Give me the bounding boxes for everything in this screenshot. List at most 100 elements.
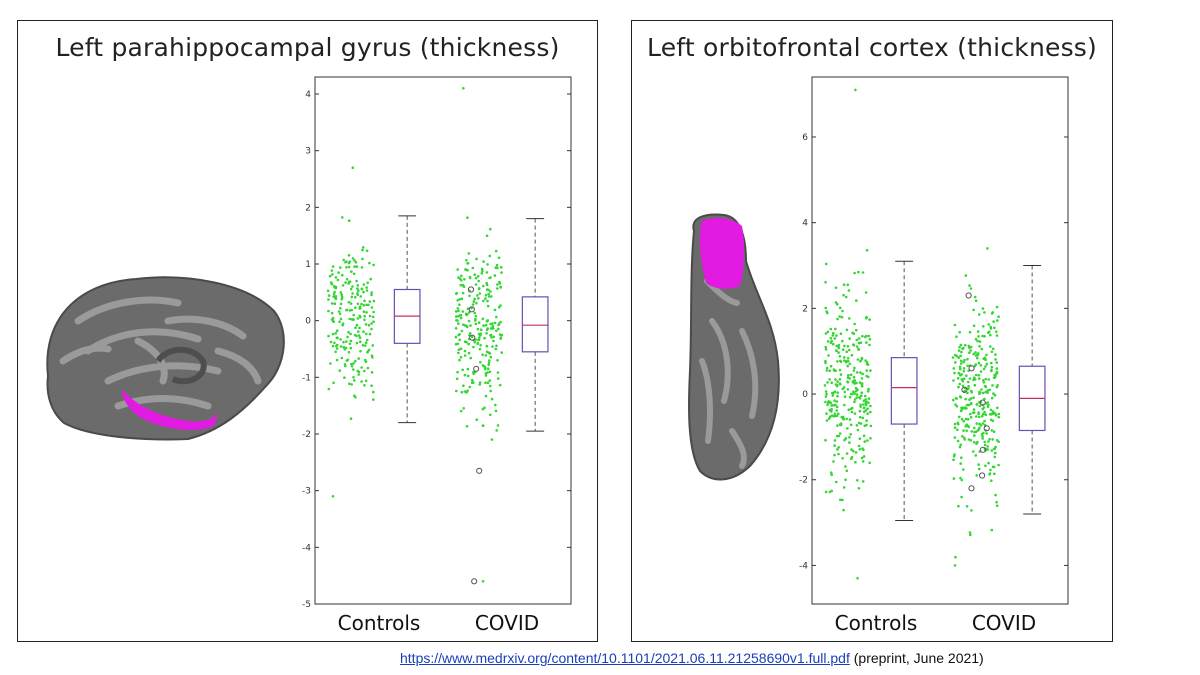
data-point [981, 435, 984, 438]
data-point [856, 358, 860, 361]
data-point [352, 362, 355, 365]
data-point [991, 347, 995, 351]
data-point [358, 326, 361, 330]
citation-link[interactable]: https://www.medrxiv.org/content/10.1101/… [400, 650, 850, 666]
data-point [470, 306, 473, 310]
data-point [972, 352, 975, 356]
data-point [327, 294, 331, 297]
data-point [327, 309, 330, 313]
data-point [960, 456, 963, 460]
data-point [372, 390, 375, 394]
data-point [986, 391, 989, 394]
data-point [466, 367, 470, 371]
series-controls: Controls [326, 166, 421, 635]
data-point [495, 263, 499, 267]
outlier-marker [471, 578, 478, 585]
data-point [984, 377, 988, 381]
data-point [484, 394, 488, 398]
outlier-marker [469, 334, 476, 341]
data-point [853, 322, 856, 326]
data-point [833, 399, 836, 402]
outlier-marker [979, 399, 986, 406]
data-point [997, 415, 1000, 419]
data-point [482, 324, 485, 327]
data-point [341, 323, 345, 327]
data-point [489, 290, 492, 293]
data-point [491, 345, 494, 348]
data-point [952, 367, 956, 370]
y-tick-label: -2 [799, 476, 808, 486]
data-point [836, 394, 839, 398]
data-point [981, 422, 985, 425]
data-point [463, 349, 467, 353]
data-point [339, 338, 342, 341]
data-point [358, 336, 362, 340]
data-point [826, 330, 830, 334]
data-point [460, 297, 464, 301]
data-point [960, 373, 963, 376]
data-point [469, 324, 472, 327]
data-point [846, 359, 850, 363]
data-point [351, 257, 355, 260]
data-point [476, 327, 480, 331]
data-point [957, 415, 961, 419]
data-point [957, 385, 960, 389]
data-point [356, 369, 360, 373]
data-point [985, 362, 989, 366]
data-point [463, 373, 467, 377]
data-point [992, 430, 996, 434]
data-point [353, 379, 356, 382]
data-point [348, 309, 352, 312]
data-point [354, 326, 357, 330]
data-point [982, 367, 986, 371]
data-point [823, 384, 827, 387]
data-point [359, 340, 362, 344]
data-point [837, 412, 840, 416]
data-point [485, 281, 489, 285]
data-point [953, 564, 957, 567]
data-point [457, 314, 460, 318]
data-point [494, 409, 498, 413]
data-point [360, 302, 363, 306]
data-point [841, 348, 845, 352]
data-point [484, 354, 488, 357]
data-point [458, 277, 462, 280]
data-point [353, 333, 357, 337]
data-point [974, 337, 978, 341]
data-point [995, 305, 999, 309]
data-point [459, 409, 463, 413]
y-tick-label: -1 [302, 373, 311, 383]
data-point [860, 356, 864, 360]
data-point [357, 373, 361, 376]
data-point [967, 344, 971, 348]
data-point [366, 351, 369, 354]
data-point [330, 318, 334, 321]
data-point [834, 286, 838, 290]
data-point [349, 417, 353, 421]
y-tick-label: 4 [802, 219, 808, 229]
data-point [477, 332, 481, 336]
data-point [850, 410, 854, 414]
data-point [853, 392, 857, 395]
data-point [454, 327, 458, 330]
data-point [345, 278, 349, 281]
data-point [991, 384, 994, 387]
data-point [979, 370, 983, 373]
data-point [826, 381, 829, 384]
data-point [838, 315, 841, 318]
data-point [356, 287, 359, 290]
data-point [973, 383, 977, 387]
data-point [984, 385, 988, 389]
data-point [350, 270, 353, 273]
data-point [966, 357, 969, 361]
data-point [488, 413, 492, 417]
data-point [961, 384, 965, 388]
data-point [953, 436, 957, 439]
data-point [959, 367, 962, 371]
data-point [489, 355, 493, 359]
data-point [351, 292, 354, 295]
data-point [990, 312, 994, 315]
data-point [865, 374, 868, 378]
data-point [866, 407, 869, 411]
data-point [841, 387, 845, 391]
